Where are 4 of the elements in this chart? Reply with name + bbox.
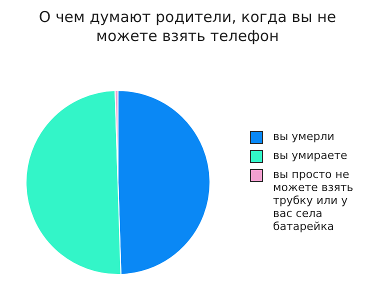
legend-label: вы просто не можете взять трубку или у вас села батарейка (273, 168, 354, 233)
legend-label: вы умерли (273, 130, 334, 143)
legend-label: вы умираете (273, 149, 348, 162)
chart-title: О чем думают родители, когда вы не можете взять телефон (38, 8, 338, 46)
